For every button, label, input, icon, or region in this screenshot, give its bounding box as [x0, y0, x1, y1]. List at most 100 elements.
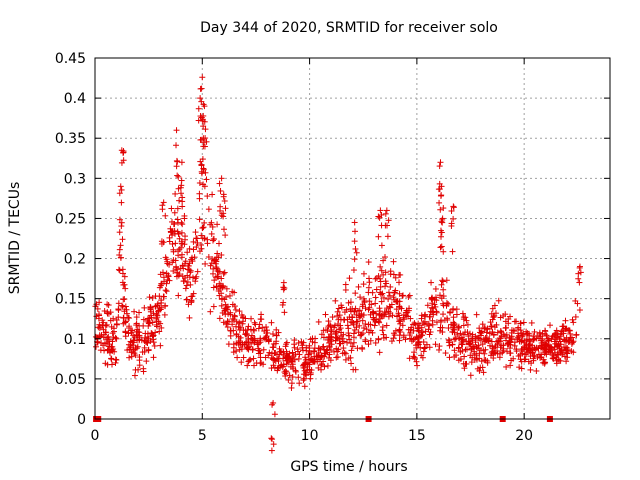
data-point	[229, 288, 236, 295]
data-point	[528, 319, 535, 326]
data-point	[457, 356, 464, 363]
data-point	[327, 323, 334, 330]
data-point	[406, 292, 413, 299]
data-point	[126, 325, 133, 332]
data-point	[351, 228, 358, 235]
data-point	[521, 351, 528, 358]
data-point	[325, 318, 332, 325]
data-point	[565, 339, 572, 346]
data-point	[123, 310, 130, 317]
data-point	[341, 349, 348, 356]
data-point	[117, 183, 124, 190]
data-point	[285, 376, 292, 383]
data-point	[222, 205, 229, 212]
data-point	[438, 183, 445, 190]
data-point	[365, 341, 372, 348]
data-point	[360, 325, 367, 332]
data-point	[474, 345, 481, 352]
data-point	[127, 343, 134, 350]
data-point	[481, 338, 488, 345]
data-point	[255, 350, 262, 357]
data-point	[530, 336, 537, 343]
data-point	[387, 304, 394, 311]
data-point	[162, 287, 169, 294]
data-point	[98, 340, 105, 347]
data-point	[179, 273, 186, 280]
data-point	[497, 328, 504, 335]
data-point	[326, 334, 333, 341]
data-point	[527, 366, 534, 373]
data-point	[250, 355, 257, 362]
data-point	[526, 341, 533, 348]
data-point	[375, 233, 382, 240]
data-point	[567, 334, 574, 341]
data-point	[340, 345, 347, 352]
data-point	[534, 354, 541, 361]
data-point	[344, 316, 351, 323]
data-point	[442, 350, 449, 357]
data-point	[234, 354, 241, 361]
data-point	[230, 327, 237, 334]
data-point	[432, 341, 439, 348]
data-point	[568, 348, 575, 355]
data-point	[266, 349, 273, 356]
data-point	[469, 337, 476, 344]
data-point	[197, 158, 204, 165]
data-point	[348, 347, 355, 354]
data-point	[547, 322, 554, 329]
data-point	[381, 309, 388, 316]
data-point	[306, 342, 313, 349]
data-point	[103, 339, 110, 346]
data-point	[188, 293, 195, 300]
data-point	[178, 229, 185, 236]
data-point	[311, 339, 318, 346]
data-point	[283, 360, 290, 367]
data-point	[354, 345, 361, 352]
data-point	[343, 306, 350, 313]
data-point	[162, 254, 169, 261]
data-point	[207, 308, 214, 315]
data-point	[322, 311, 329, 318]
data-point	[523, 328, 530, 335]
data-point	[557, 348, 564, 355]
data-point	[380, 271, 387, 278]
data-point	[377, 278, 384, 285]
data-point	[214, 221, 221, 228]
data-point	[455, 345, 462, 352]
data-point	[476, 367, 483, 374]
data-point	[380, 294, 387, 301]
data-point	[353, 324, 360, 331]
data-point	[540, 356, 547, 363]
data-point	[520, 319, 527, 326]
data-point	[149, 330, 156, 337]
data-point	[458, 341, 465, 348]
data-point	[408, 338, 415, 345]
data-point	[321, 350, 328, 357]
data-point	[399, 292, 406, 299]
data-point	[141, 304, 148, 311]
data-point	[118, 199, 125, 206]
data-point	[177, 190, 184, 197]
data-point	[316, 356, 323, 363]
data-point	[103, 321, 110, 328]
data-point	[440, 248, 447, 255]
data-point	[407, 329, 414, 336]
data-point	[450, 203, 457, 210]
data-point	[268, 447, 275, 454]
data-point	[227, 311, 234, 318]
data-point	[515, 353, 522, 360]
data-point	[294, 346, 301, 353]
data-point	[196, 180, 203, 187]
data-point	[355, 283, 362, 290]
data-point	[113, 356, 120, 363]
data-point	[171, 209, 178, 216]
data-point	[198, 232, 205, 239]
data-point	[272, 349, 279, 356]
data-point	[428, 279, 435, 286]
data-point	[133, 320, 140, 327]
data-point	[134, 326, 141, 333]
data-point	[376, 214, 383, 221]
data-point	[426, 331, 433, 338]
data-point	[201, 103, 208, 110]
data-point	[391, 289, 398, 296]
